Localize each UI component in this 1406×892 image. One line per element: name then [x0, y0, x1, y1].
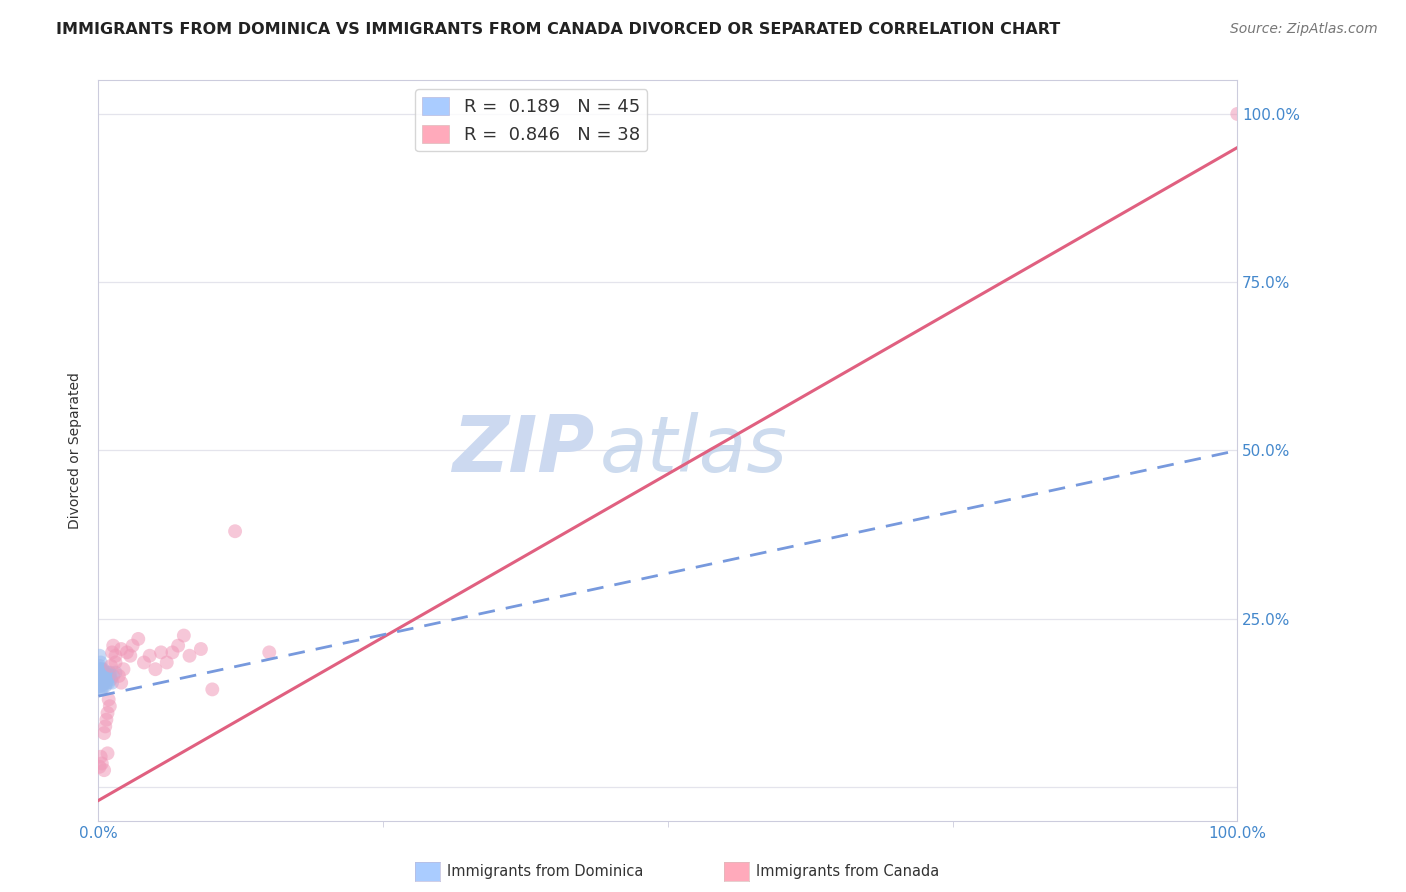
Point	[96, 675, 118, 690]
Point	[104, 665, 127, 680]
Point	[89, 673, 111, 687]
Point	[132, 656, 155, 670]
Point	[103, 639, 125, 653]
Point	[90, 749, 112, 764]
Point	[94, 679, 117, 693]
Point	[90, 675, 112, 690]
Point	[90, 665, 112, 680]
Point	[127, 632, 149, 646]
Point	[93, 675, 115, 690]
Point	[93, 726, 115, 740]
Point	[89, 648, 111, 663]
Point	[104, 656, 127, 670]
Point	[90, 662, 112, 676]
Point	[1226, 107, 1249, 121]
Point	[110, 675, 132, 690]
Point	[90, 756, 112, 771]
Text: atlas: atlas	[599, 412, 787, 489]
Point	[138, 648, 160, 663]
Point	[90, 656, 112, 670]
Text: Source: ZipAtlas.com: Source: ZipAtlas.com	[1230, 22, 1378, 37]
Point	[91, 669, 114, 683]
Point	[93, 669, 115, 683]
Point	[120, 648, 142, 663]
Point	[101, 675, 124, 690]
Point	[94, 719, 117, 733]
Point	[96, 673, 118, 687]
Point	[89, 679, 111, 693]
Point	[121, 639, 143, 653]
Point	[90, 682, 112, 697]
Text: Immigrants from Dominica: Immigrants from Dominica	[447, 864, 644, 879]
Point	[90, 673, 112, 687]
Point	[156, 656, 179, 670]
Text: IMMIGRANTS FROM DOMINICA VS IMMIGRANTS FROM CANADA DIVORCED OR SEPARATED CORRELA: IMMIGRANTS FROM DOMINICA VS IMMIGRANTS F…	[56, 22, 1060, 37]
Y-axis label: Divorced or Separated: Divorced or Separated	[69, 372, 83, 529]
Point	[96, 669, 118, 683]
Legend: R =  0.189   N = 45, R =  0.846   N = 38: R = 0.189 N = 45, R = 0.846 N = 38	[415, 89, 647, 152]
Point	[145, 662, 167, 676]
Point	[91, 662, 114, 676]
Point	[89, 665, 111, 680]
Point	[96, 713, 118, 727]
Point	[96, 665, 118, 680]
Point	[115, 645, 138, 659]
Point	[179, 648, 201, 663]
Point	[90, 669, 112, 683]
Point	[201, 682, 224, 697]
Point	[96, 706, 118, 720]
Point	[112, 662, 135, 676]
Point	[150, 645, 173, 659]
Point	[162, 645, 184, 659]
Point	[89, 669, 111, 683]
Point	[167, 639, 190, 653]
Point	[90, 679, 112, 693]
Point	[101, 645, 124, 659]
Point	[90, 682, 112, 697]
Point	[224, 524, 246, 539]
Point	[108, 669, 131, 683]
Point	[90, 675, 112, 690]
Point	[91, 675, 114, 690]
Text: ZIP: ZIP	[451, 412, 593, 489]
Point	[98, 669, 121, 683]
Point	[90, 669, 112, 683]
Point	[98, 665, 121, 680]
Point	[90, 665, 112, 680]
Point	[103, 669, 125, 683]
Point	[100, 673, 122, 687]
Point	[259, 645, 281, 659]
Point	[94, 673, 117, 687]
Point	[98, 699, 121, 714]
Point	[94, 665, 117, 680]
Point	[90, 673, 112, 687]
Point	[100, 658, 122, 673]
Point	[90, 662, 112, 676]
Text: Immigrants from Canada: Immigrants from Canada	[756, 864, 939, 879]
Point	[104, 648, 127, 663]
Point	[90, 673, 112, 687]
Point	[93, 665, 115, 680]
Point	[90, 675, 112, 690]
Point	[93, 763, 115, 777]
Point	[97, 692, 120, 706]
Point	[91, 673, 114, 687]
Point	[190, 642, 212, 657]
Point	[87, 675, 110, 690]
Point	[89, 662, 111, 676]
Point	[96, 747, 118, 761]
Point	[89, 760, 111, 774]
Point	[89, 658, 111, 673]
Point	[97, 675, 120, 690]
Point	[110, 642, 132, 657]
Point	[173, 628, 195, 642]
